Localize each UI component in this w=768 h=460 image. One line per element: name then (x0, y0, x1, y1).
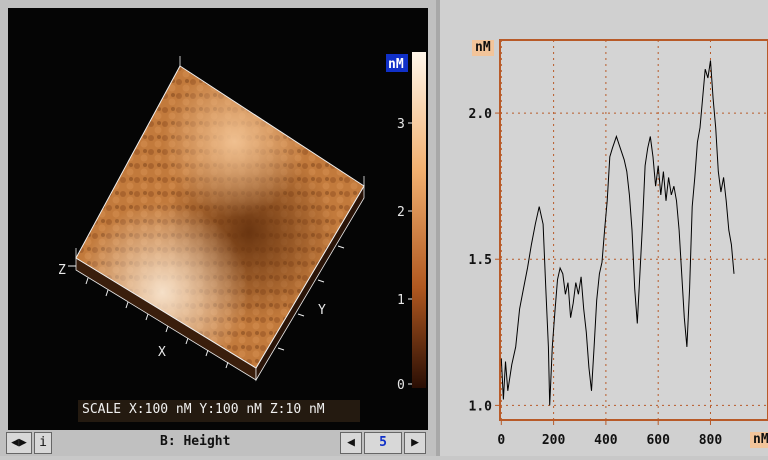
prev-page-button[interactable]: ◀ (340, 432, 362, 454)
colorbar-tick-label: 3 (397, 117, 405, 132)
page-number: 5 (364, 432, 402, 454)
profile-panel: nM nM 0 200 400 600 800 1.0 1.5 2.0 (440, 0, 768, 456)
afm-3d-panel: 3 2 1 0 Z X Y nM SCALE X:100 nM Y:100 nM… (0, 8, 436, 456)
y-unit-label: nM (472, 40, 494, 56)
channel-label: B: Height (160, 434, 231, 449)
info-button[interactable]: i (34, 432, 52, 454)
colorbar (412, 52, 426, 388)
profile-line (500, 60, 735, 406)
y-tick-label: 2.0 (469, 107, 493, 122)
next-page-button[interactable]: ▶ (404, 432, 426, 454)
axis-x-label: X (158, 345, 166, 360)
colorbar-tick-label: 2 (397, 205, 405, 220)
plot-area (499, 39, 768, 421)
afm-3d-surface: 3 2 1 0 Z X Y nM (58, 52, 426, 393)
y-tick-label: 1.0 (469, 399, 493, 414)
x-unit-label: nM (750, 432, 768, 448)
nav-toggle-button[interactable]: ◀▶ (6, 432, 32, 454)
scale-strip (78, 400, 360, 422)
afm-3d-viewport[interactable]: 3 2 1 0 Z X Y nM (8, 8, 428, 430)
axis-y-label: Y (318, 303, 326, 318)
x-tick-label: 600 (646, 433, 670, 448)
profile-chart[interactable]: 0 200 400 600 800 1.0 1.5 2.0 (440, 0, 768, 456)
status-bar: ◀▶ i B: Height ◀ 5 ▶ (0, 430, 436, 456)
x-tick-label: 400 (594, 433, 618, 448)
colorbar-tick-label: 1 (397, 293, 405, 308)
colorbar-tick-label: 0 (397, 378, 405, 393)
y-tick-label: 1.5 (469, 253, 492, 268)
panel-divider[interactable] (436, 0, 440, 456)
scale-readout: SCALE X:100 nM Y:100 nM Z:10 nM (82, 402, 325, 417)
x-tick-label: 200 (542, 433, 566, 448)
x-tick-label: 0 (497, 433, 505, 448)
x-tick-label: 800 (699, 433, 723, 448)
colorbar-unit-label: nM (388, 57, 404, 72)
axis-z-label: Z (58, 263, 66, 278)
